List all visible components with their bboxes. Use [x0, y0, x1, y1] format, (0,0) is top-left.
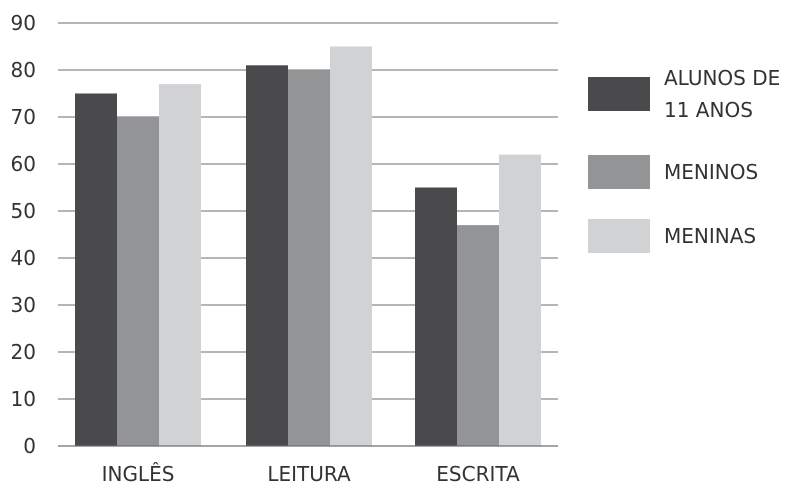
bar — [457, 225, 499, 446]
y-tick-label: 40 — [11, 246, 36, 270]
bar — [499, 154, 541, 446]
bar — [330, 46, 372, 446]
y-tick-label: 20 — [11, 340, 36, 364]
legend: ALUNOS DE 11 ANOS MENINOS MENINAS — [588, 66, 780, 253]
y-axis-ticks: 0 10 20 30 40 50 60 70 80 90 — [11, 11, 36, 458]
y-tick-label: 50 — [11, 199, 36, 223]
y-tick-label: 90 — [11, 11, 36, 35]
x-tick-label: ESCRITA — [436, 462, 520, 483]
bar — [75, 93, 117, 446]
y-tick-label: 60 — [11, 152, 36, 176]
bar — [415, 187, 457, 446]
x-tick-label: INGLÊS — [102, 462, 175, 483]
legend-swatch — [588, 219, 650, 253]
bar — [246, 65, 288, 447]
legend-label: ALUNOS DE — [664, 66, 780, 90]
y-tick-label: 10 — [11, 387, 36, 411]
legend-label: MENINAS — [664, 224, 756, 248]
y-tick-label: 70 — [11, 105, 36, 129]
bar — [117, 117, 159, 446]
x-tick-label: LEITURA — [267, 462, 351, 483]
legend-label: 11 ANOS — [664, 98, 753, 122]
bar — [159, 84, 201, 446]
legend-swatch — [588, 77, 650, 111]
legend-swatch — [588, 155, 650, 189]
bar — [288, 70, 330, 446]
y-tick-label: 80 — [11, 58, 36, 82]
bar-series — [75, 46, 541, 447]
x-axis-labels: INGLÊS LEITURA ESCRITA — [102, 462, 520, 483]
y-tick-label: 0 — [23, 434, 36, 458]
y-tick-label: 30 — [11, 293, 36, 317]
legend-label: MENINOS — [664, 160, 758, 184]
